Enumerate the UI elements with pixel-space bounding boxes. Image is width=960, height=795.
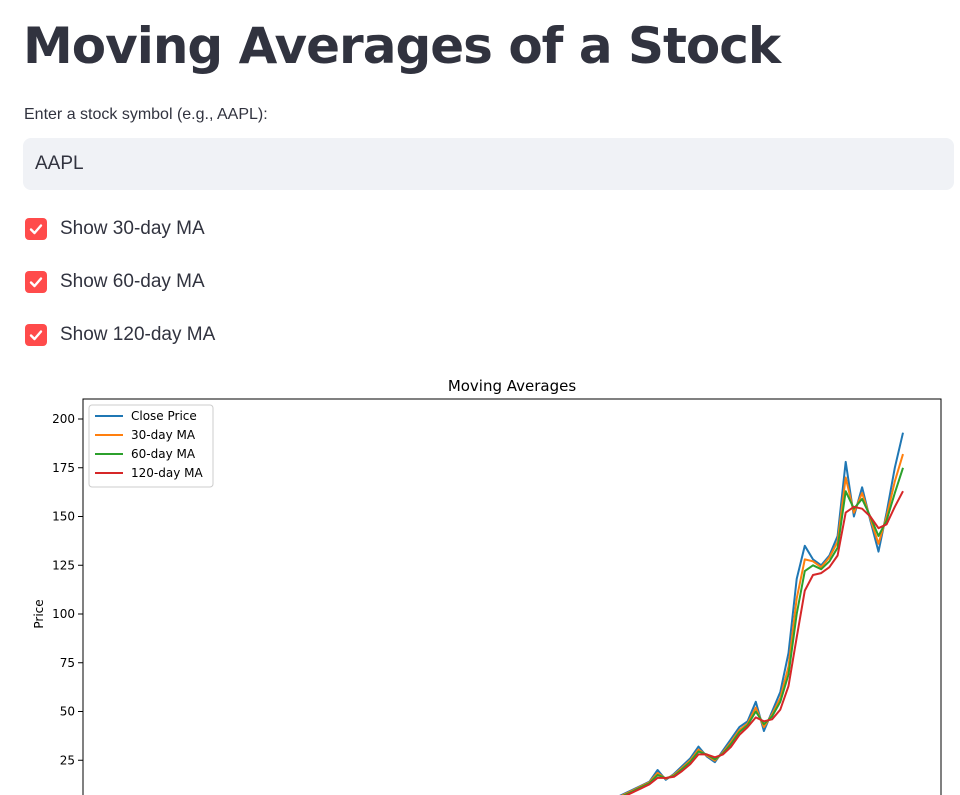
series-line-30-day-ma xyxy=(620,453,904,795)
show-60-day-ma-checkbox[interactable]: Show 60-day MA xyxy=(25,270,205,294)
checkbox-label: Show 60-day MA xyxy=(60,271,205,292)
chart-series xyxy=(619,432,904,795)
y-tick-label: 150 xyxy=(52,510,75,524)
symbol-input[interactable]: AAPL xyxy=(23,138,954,190)
symbol-input-label: Enter a stock symbol (e.g., AAPL): xyxy=(24,106,268,123)
show-120-day-ma-checkbox[interactable]: Show 120-day MA xyxy=(25,323,215,347)
y-tick-label: 175 xyxy=(52,461,75,475)
show-30-day-ma-checkbox[interactable]: Show 30-day MA xyxy=(25,217,205,241)
chart-title: Moving Averages xyxy=(448,377,577,395)
chart-legend: Close Price 30-day MA 60-day MA 120-day MA xyxy=(88,404,214,488)
y-tick-label: 200 xyxy=(52,412,75,426)
checkbox-box[interactable] xyxy=(25,271,47,293)
y-tick-label: 125 xyxy=(52,558,75,572)
checkbox-label: Show 120-day MA xyxy=(60,324,216,345)
checkbox-label: Show 30-day MA xyxy=(60,218,205,239)
series-line-60-day-ma xyxy=(622,467,904,795)
legend-label: 30-day MA xyxy=(131,428,196,442)
checkmark-icon xyxy=(29,330,43,341)
page-title: Moving Averages of a Stock xyxy=(23,17,781,75)
legend-label: Close Price xyxy=(131,409,197,423)
plot-area-frame xyxy=(82,398,942,795)
legend-label: 120-day MA xyxy=(131,466,203,480)
checkmark-icon xyxy=(29,224,43,235)
symbol-input-value: AAPL xyxy=(35,153,84,174)
checkbox-box[interactable] xyxy=(25,218,47,240)
checkbox-box[interactable] xyxy=(25,324,47,346)
y-tick-label: 50 xyxy=(60,705,75,719)
checkmark-icon xyxy=(29,277,43,288)
y-tick-label: 75 xyxy=(60,656,75,670)
legend-frame xyxy=(88,404,214,488)
moving-averages-chart: Moving Averages Price 25 50 75 100 125 150 175… xyxy=(0,370,960,795)
y-axis-ticks: 25 50 75 100 125 150 175 200 xyxy=(52,412,83,767)
y-tick-label: 100 xyxy=(52,607,75,621)
legend-label: 60-day MA xyxy=(131,447,196,461)
y-tick-label: 25 xyxy=(60,753,75,767)
y-axis-label: Price xyxy=(32,599,46,628)
series-line-120-day-ma xyxy=(624,490,904,795)
series-line-close-price xyxy=(619,432,904,795)
